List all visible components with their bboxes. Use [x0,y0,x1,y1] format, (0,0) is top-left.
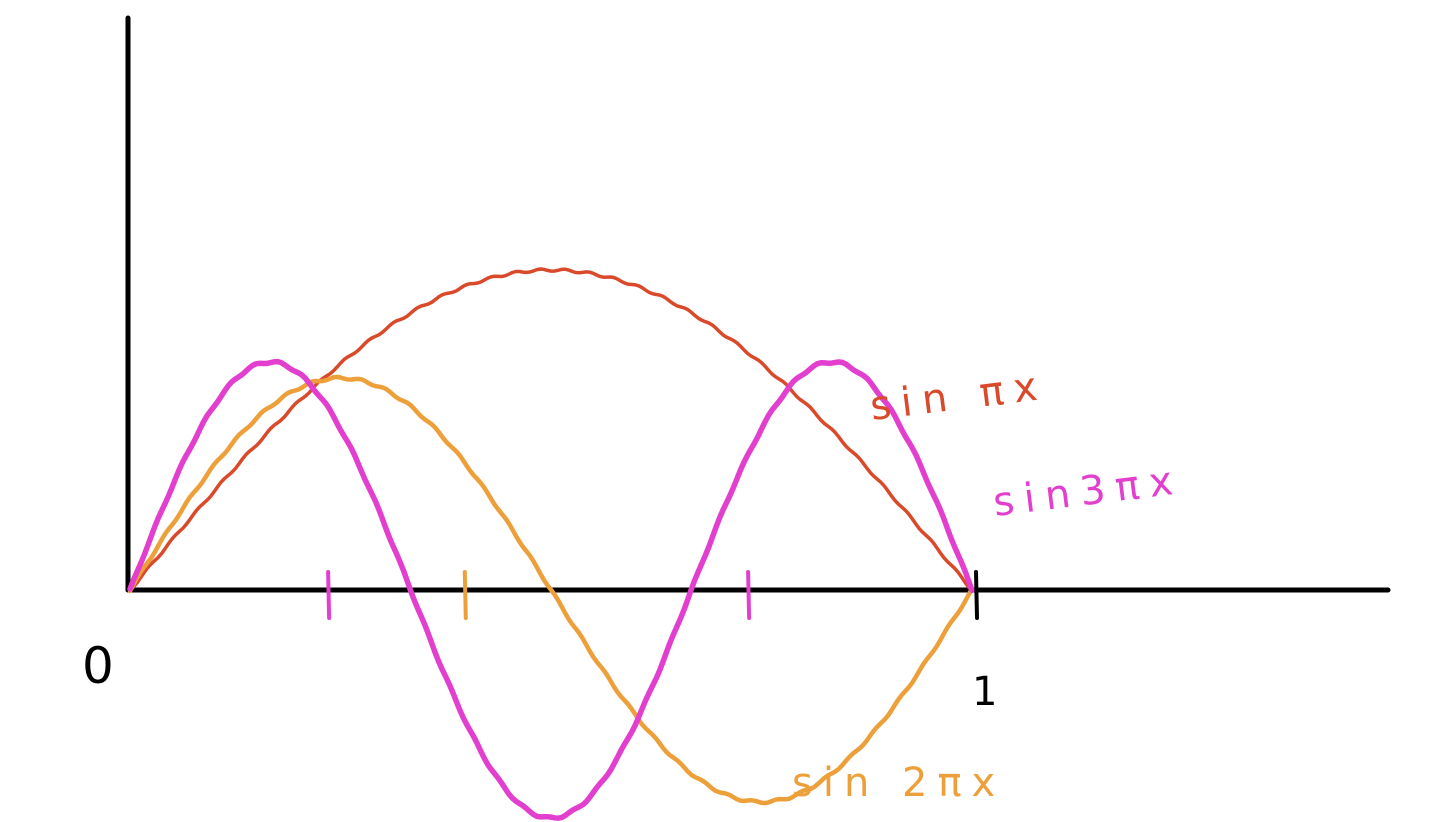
x-tick-label-end: 1 [972,669,997,715]
zero-tick-4 [974,570,979,620]
zero-tick-1 [326,570,332,620]
series-label-sin-3pi-x: sin3πx [991,457,1186,526]
x-tick-label-origin: 0 [82,637,114,695]
series-curves [127,267,975,821]
zero-tick-2 [462,570,468,620]
zero-crossing-ticks [326,570,979,620]
series-label-sin-2pi-x: sin 2πx [792,760,1005,806]
series-line-1 [128,267,974,593]
series-line-2 [127,374,975,806]
series-line-3 [127,358,975,821]
zero-tick-3 [746,570,752,620]
series-label-sin-pi-x: sin πx [868,363,1050,430]
